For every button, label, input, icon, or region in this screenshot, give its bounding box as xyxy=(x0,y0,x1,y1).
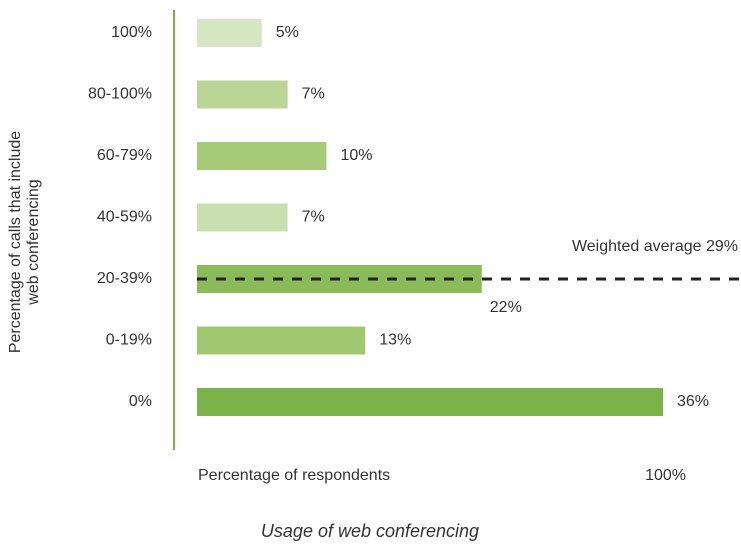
bar xyxy=(197,19,262,47)
y-tick-label: 20-39% xyxy=(97,270,152,287)
x-axis-label: Percentage of respondents xyxy=(198,467,390,484)
x-end-label: 100% xyxy=(645,467,686,484)
chart-title: Usage of web conferencing xyxy=(261,521,479,541)
y-tick-label: 80-100% xyxy=(88,86,152,103)
bar xyxy=(197,80,288,109)
value-label: 36% xyxy=(677,393,709,410)
y-tick-label: 40-59% xyxy=(97,209,152,226)
value-label: 7% xyxy=(302,209,325,226)
annotation: Weighted average 29% xyxy=(572,238,738,255)
bar xyxy=(197,142,327,170)
value-label: 5% xyxy=(276,24,299,41)
value-label: 10% xyxy=(340,147,372,164)
bar xyxy=(197,326,366,355)
value-label: 7% xyxy=(302,86,325,103)
value-label: 22% xyxy=(490,299,522,316)
bar xyxy=(197,388,663,416)
y-tick-label: 60-79% xyxy=(97,147,152,164)
value-label: 13% xyxy=(379,332,411,349)
y-tick-label: 100% xyxy=(111,24,152,41)
bar xyxy=(197,203,288,232)
y-tick-label: 0-19% xyxy=(106,332,152,349)
y-tick-label: 0% xyxy=(129,393,152,410)
y-axis-label: web conferencing xyxy=(25,179,42,305)
y-axis-label: Percentage of calls that include xyxy=(7,131,24,353)
